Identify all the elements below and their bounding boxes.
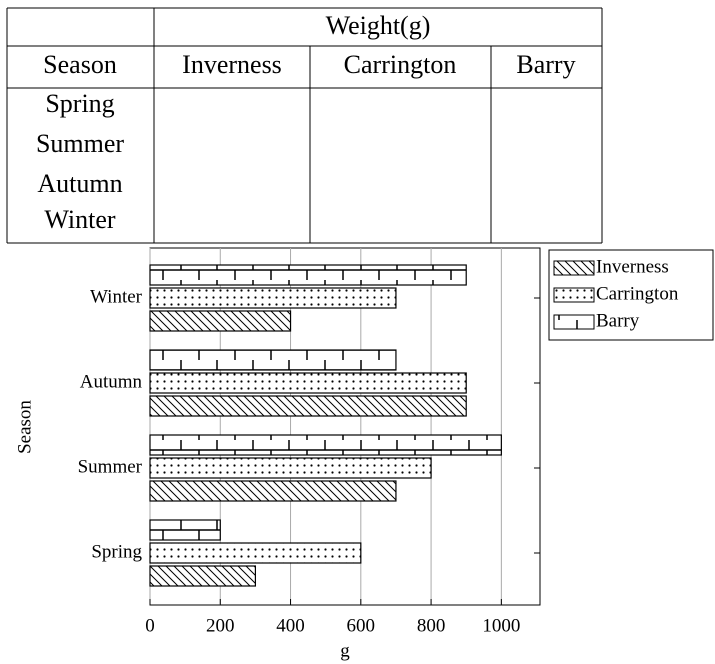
table-cell: Spring bbox=[45, 89, 114, 118]
bar bbox=[149, 565, 257, 587]
legend-swatch bbox=[553, 287, 595, 303]
legend-swatch bbox=[553, 314, 595, 330]
x-tick-label: 800 bbox=[417, 615, 446, 636]
table-cell: Summer bbox=[36, 129, 124, 158]
legend-label: Barry bbox=[596, 310, 640, 331]
bar bbox=[149, 287, 397, 309]
bar bbox=[149, 480, 397, 502]
bar bbox=[149, 264, 467, 286]
x-tick-label: 200 bbox=[206, 615, 235, 636]
bar bbox=[149, 519, 221, 541]
table-column-header: Season bbox=[43, 50, 117, 79]
y-tick-label: Spring bbox=[91, 541, 142, 562]
legend-swatch bbox=[553, 260, 595, 276]
bar bbox=[149, 395, 467, 417]
table-column-header: Barry bbox=[516, 50, 575, 79]
y-axis-label: Season bbox=[14, 400, 35, 454]
bar bbox=[149, 372, 467, 394]
y-tick-label: Summer bbox=[78, 456, 143, 477]
bar bbox=[149, 434, 502, 456]
table-cell: Winter bbox=[44, 205, 115, 234]
bar bbox=[149, 310, 292, 332]
x-tick-label: 0 bbox=[145, 615, 155, 636]
table-cell: Autumn bbox=[37, 169, 122, 198]
legend-label: Carrington bbox=[596, 283, 679, 304]
legend-label: Inverness bbox=[596, 256, 669, 277]
bar bbox=[149, 542, 362, 564]
y-tick-label: Autumn bbox=[80, 371, 143, 392]
bar bbox=[149, 349, 397, 371]
table-column-header: Inverness bbox=[182, 50, 282, 79]
x-tick-label: 1000 bbox=[482, 615, 520, 636]
x-tick-label: 600 bbox=[347, 615, 376, 636]
table bbox=[6, 7, 603, 244]
y-tick-label: Winter bbox=[90, 286, 143, 307]
bar bbox=[149, 457, 432, 479]
x-tick-label: 400 bbox=[276, 615, 305, 636]
table-column-header: Carrington bbox=[344, 50, 457, 79]
table-header: Weight(g) bbox=[326, 11, 431, 40]
x-axis-label: g bbox=[340, 640, 350, 661]
